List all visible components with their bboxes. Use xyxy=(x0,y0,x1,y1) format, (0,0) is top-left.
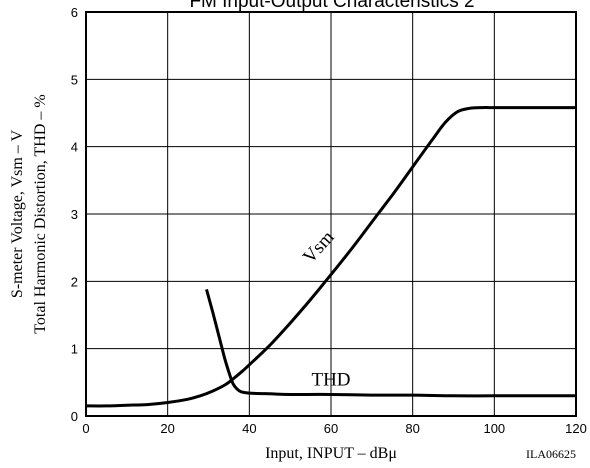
y-tick-label: 6 xyxy=(71,5,78,20)
x-tick-label: 80 xyxy=(405,421,419,436)
x-tick-label: 60 xyxy=(324,421,338,436)
x-tick-label: 20 xyxy=(160,421,174,436)
x-tick-label: 40 xyxy=(242,421,256,436)
y-axis-label-line2: Total Harmonic Distortion, THD – % xyxy=(32,94,49,333)
x-tick-label: 120 xyxy=(565,421,587,436)
x-tick-label: 0 xyxy=(82,421,89,436)
plot-frame xyxy=(85,11,577,417)
series-label-thd: THD xyxy=(311,370,350,391)
annotations: Vsm THD xyxy=(299,227,351,391)
series-group xyxy=(85,106,576,408)
y-axis-label-line1: S-meter Voltage, Vsm – V xyxy=(9,129,26,298)
series-line-vsm xyxy=(85,106,576,408)
y-tick-label: 1 xyxy=(71,342,78,357)
grid xyxy=(86,12,576,416)
x-tick-label: 100 xyxy=(483,421,505,436)
y-tick-label: 4 xyxy=(71,140,78,155)
y-axis: 0 1 2 3 4 5 6 xyxy=(71,5,78,424)
chart-title: FM Input-Output Characteristics 2 xyxy=(189,0,474,12)
x-axis-label: Input, INPUT – dBμ xyxy=(265,445,397,462)
figure-code: ILA06625 xyxy=(526,447,576,461)
y-tick-label: 5 xyxy=(71,72,78,87)
x-axis: 0 20 40 60 80 100 120 xyxy=(82,421,586,436)
series-line-thd xyxy=(205,289,576,398)
y-tick-label: 3 xyxy=(71,207,78,222)
series-label-vsm: Vsm xyxy=(299,227,339,268)
y-tick-label: 0 xyxy=(71,409,78,424)
y-tick-label: 2 xyxy=(71,274,78,289)
